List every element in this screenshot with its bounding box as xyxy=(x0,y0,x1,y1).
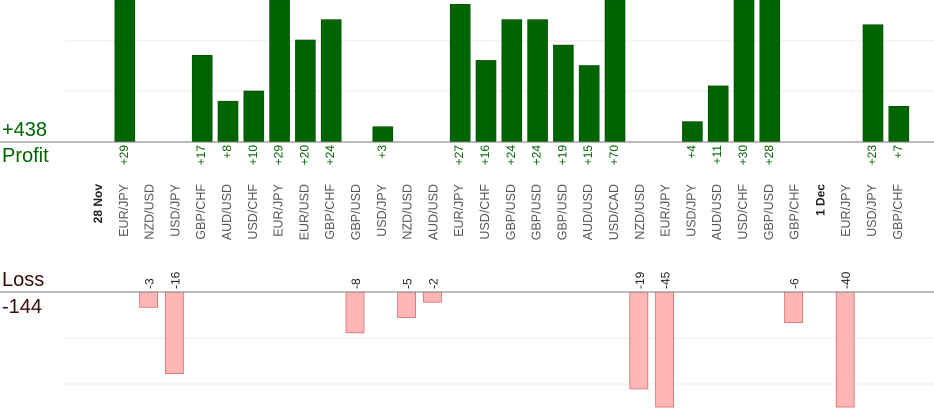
profit-value-label: +27 xyxy=(452,145,466,166)
profit-value-label: +15 xyxy=(581,145,595,166)
loss-bar xyxy=(655,291,674,408)
loss-value-label: -16 xyxy=(168,271,182,289)
profit-bar xyxy=(578,65,600,143)
category-label: EUR/USD xyxy=(297,184,311,240)
profit-bar xyxy=(862,24,884,143)
loss-value-label: -3 xyxy=(143,278,157,289)
loss-bar xyxy=(345,291,365,334)
profit-bar xyxy=(604,0,626,143)
profit-value-label: +24 xyxy=(323,145,337,166)
date-label: 28 Nov xyxy=(91,184,105,224)
profit-bar xyxy=(475,60,497,143)
category-label: USD/JPY xyxy=(375,183,389,236)
profit-bar xyxy=(114,0,136,143)
profit-value-label: +70 xyxy=(607,145,621,166)
profit-bar xyxy=(553,44,574,143)
loss-bar xyxy=(629,291,649,390)
category-label: EUR/JPY xyxy=(839,183,853,236)
profit-bar xyxy=(682,121,703,143)
date-label: 1 Dec xyxy=(813,184,827,216)
profit-bar xyxy=(320,19,342,143)
profit-value-label: +20 xyxy=(297,145,311,166)
profit-value-label: +4 xyxy=(684,145,698,159)
profit-bar xyxy=(759,0,781,143)
category-label: GBP/USD xyxy=(762,184,776,240)
profit-value-label: +29 xyxy=(272,145,286,166)
profit-bar xyxy=(191,54,213,143)
loss-bar xyxy=(139,291,159,308)
profit-value-label: +7 xyxy=(891,145,905,159)
profit-bar xyxy=(707,85,729,143)
category-label: NZD/USD xyxy=(633,184,647,240)
profit-bar xyxy=(501,19,523,143)
category-label: EUR/JPY xyxy=(452,183,466,236)
loss-value-label: -5 xyxy=(401,278,415,289)
category-label: USD/CAD xyxy=(607,184,621,240)
loss-label: Loss xyxy=(2,269,45,291)
profit-bar xyxy=(888,106,910,143)
profit-bar xyxy=(733,0,755,143)
profit-bar xyxy=(449,4,471,143)
profit-bar xyxy=(243,90,265,143)
profit-total: +438 xyxy=(2,119,48,141)
category-label: USD/JPY xyxy=(684,183,698,236)
category-label: AUD/USD xyxy=(710,184,724,240)
profit-value-label: +17 xyxy=(194,145,208,166)
category-label: GBP/USD xyxy=(349,184,363,240)
loss-value-label: -6 xyxy=(788,278,802,289)
category-label: NZD/USD xyxy=(401,184,415,240)
loss-bar xyxy=(784,291,803,324)
profit-value-label: +8 xyxy=(220,145,234,159)
category-label: USD/CHF xyxy=(246,184,260,240)
category-label: GBP/USD xyxy=(555,184,569,240)
loss-bar xyxy=(835,291,855,408)
category-label: USD/JPY xyxy=(865,183,879,236)
profit-value-label: +11 xyxy=(710,145,724,165)
loss-total: -144 xyxy=(2,296,43,318)
profit-value-label: +16 xyxy=(478,145,492,166)
profit-value-label: +29 xyxy=(117,145,131,166)
category-label: EUR/JPY xyxy=(659,183,673,236)
profit-value-label: +23 xyxy=(865,145,879,166)
profit-value-label: +24 xyxy=(504,145,518,166)
profit-bar xyxy=(372,126,394,143)
loss-value-label: -2 xyxy=(426,278,440,289)
category-label: GBP/CHF xyxy=(194,184,208,240)
profit-value-label: +19 xyxy=(555,145,569,166)
loss-value-label: -40 xyxy=(839,271,853,289)
profit-value-label: +24 xyxy=(530,145,544,166)
category-label: EUR/JPY xyxy=(117,183,131,236)
profit-label: Profit xyxy=(2,145,49,167)
category-label: AUD/USD xyxy=(426,184,440,240)
profit-value-label: +3 xyxy=(375,145,389,159)
category-label: GBP/USD xyxy=(530,184,544,240)
category-label: GBP/USD xyxy=(504,184,518,240)
category-label: EUR/JPY xyxy=(272,183,286,236)
loss-value-label: -45 xyxy=(659,271,673,289)
category-label: USD/CHF xyxy=(736,184,750,240)
category-label: GBP/CHF xyxy=(323,184,337,240)
category-label: USD/CHF xyxy=(478,184,492,240)
category-label: GBP/CHF xyxy=(891,184,905,240)
category-label: GBP/CHF xyxy=(788,184,802,240)
loss-value-label: -8 xyxy=(349,278,363,289)
profit-bar xyxy=(217,100,239,143)
category-label: USD/JPY xyxy=(168,183,182,236)
category-label: AUD/USD xyxy=(220,184,234,240)
loss-bar xyxy=(164,291,184,374)
profit-bar xyxy=(269,0,290,143)
profit-value-label: +30 xyxy=(736,145,750,166)
profit-value-label: +10 xyxy=(246,145,260,166)
loss-bar xyxy=(397,291,417,318)
profit-value-label: +28 xyxy=(762,145,776,166)
loss-value-label: -19 xyxy=(633,271,647,289)
loss-bar xyxy=(422,291,442,303)
category-label: AUD/USD xyxy=(581,184,595,240)
profit-bar xyxy=(527,19,548,143)
category-label: NZD/USD xyxy=(143,184,157,240)
profit-bar xyxy=(295,39,316,143)
